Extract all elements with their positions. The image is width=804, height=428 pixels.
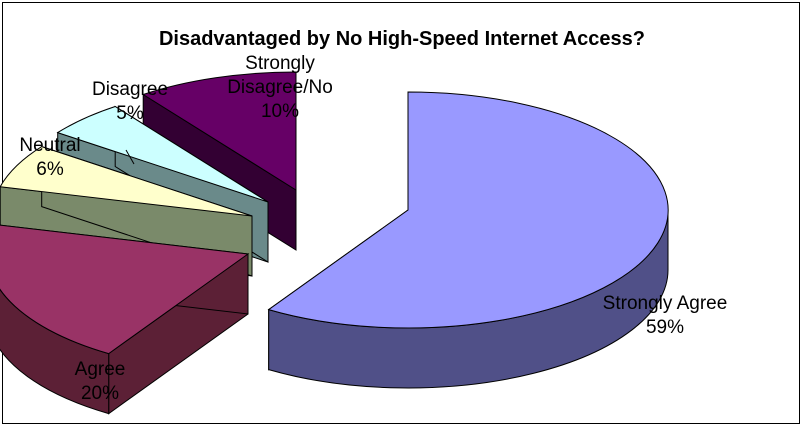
label-strongly-disagree-pct: 10% bbox=[260, 101, 300, 122]
label-neutral: Neutral 6% bbox=[10, 134, 90, 182]
slice-strongly-disagree-top bbox=[142, 71, 297, 191]
leader-line-disagree bbox=[125, 149, 135, 165]
label-strongly-disagree-line2: Disagree/No bbox=[227, 77, 333, 98]
slice-agree bbox=[0, 224, 250, 415]
label-agree: Agree 20% bbox=[50, 358, 150, 406]
label-strongly-agree-name: Strongly Agree bbox=[602, 293, 728, 314]
label-neutral-name: Neutral bbox=[19, 135, 81, 156]
label-disagree-pct: 5% bbox=[116, 103, 144, 124]
label-strongly-agree: Strongly Agree 59% bbox=[575, 292, 755, 340]
label-disagree: Disagree 5% bbox=[80, 78, 180, 126]
label-agree-pct: 20% bbox=[80, 383, 120, 404]
label-strongly-disagree-line1: Strongly bbox=[245, 53, 315, 74]
slice-disagree-top bbox=[56, 105, 269, 203]
slice-neutral-top bbox=[0, 146, 253, 217]
slice-strongly-agree-top bbox=[267, 91, 669, 329]
label-disagree-name: Disagree bbox=[91, 79, 169, 100]
slice-strongly-agree bbox=[267, 91, 669, 389]
label-neutral-pct: 6% bbox=[36, 159, 64, 180]
label-agree-name: Agree bbox=[74, 359, 126, 380]
slice-agree-top bbox=[0, 224, 250, 355]
label-strongly-agree-pct: 59% bbox=[645, 317, 685, 338]
label-strongly-disagree: Strongly Disagree/No 10% bbox=[200, 52, 360, 124]
chart-title: Disadvantaged by No High-Speed Internet … bbox=[158, 28, 646, 50]
